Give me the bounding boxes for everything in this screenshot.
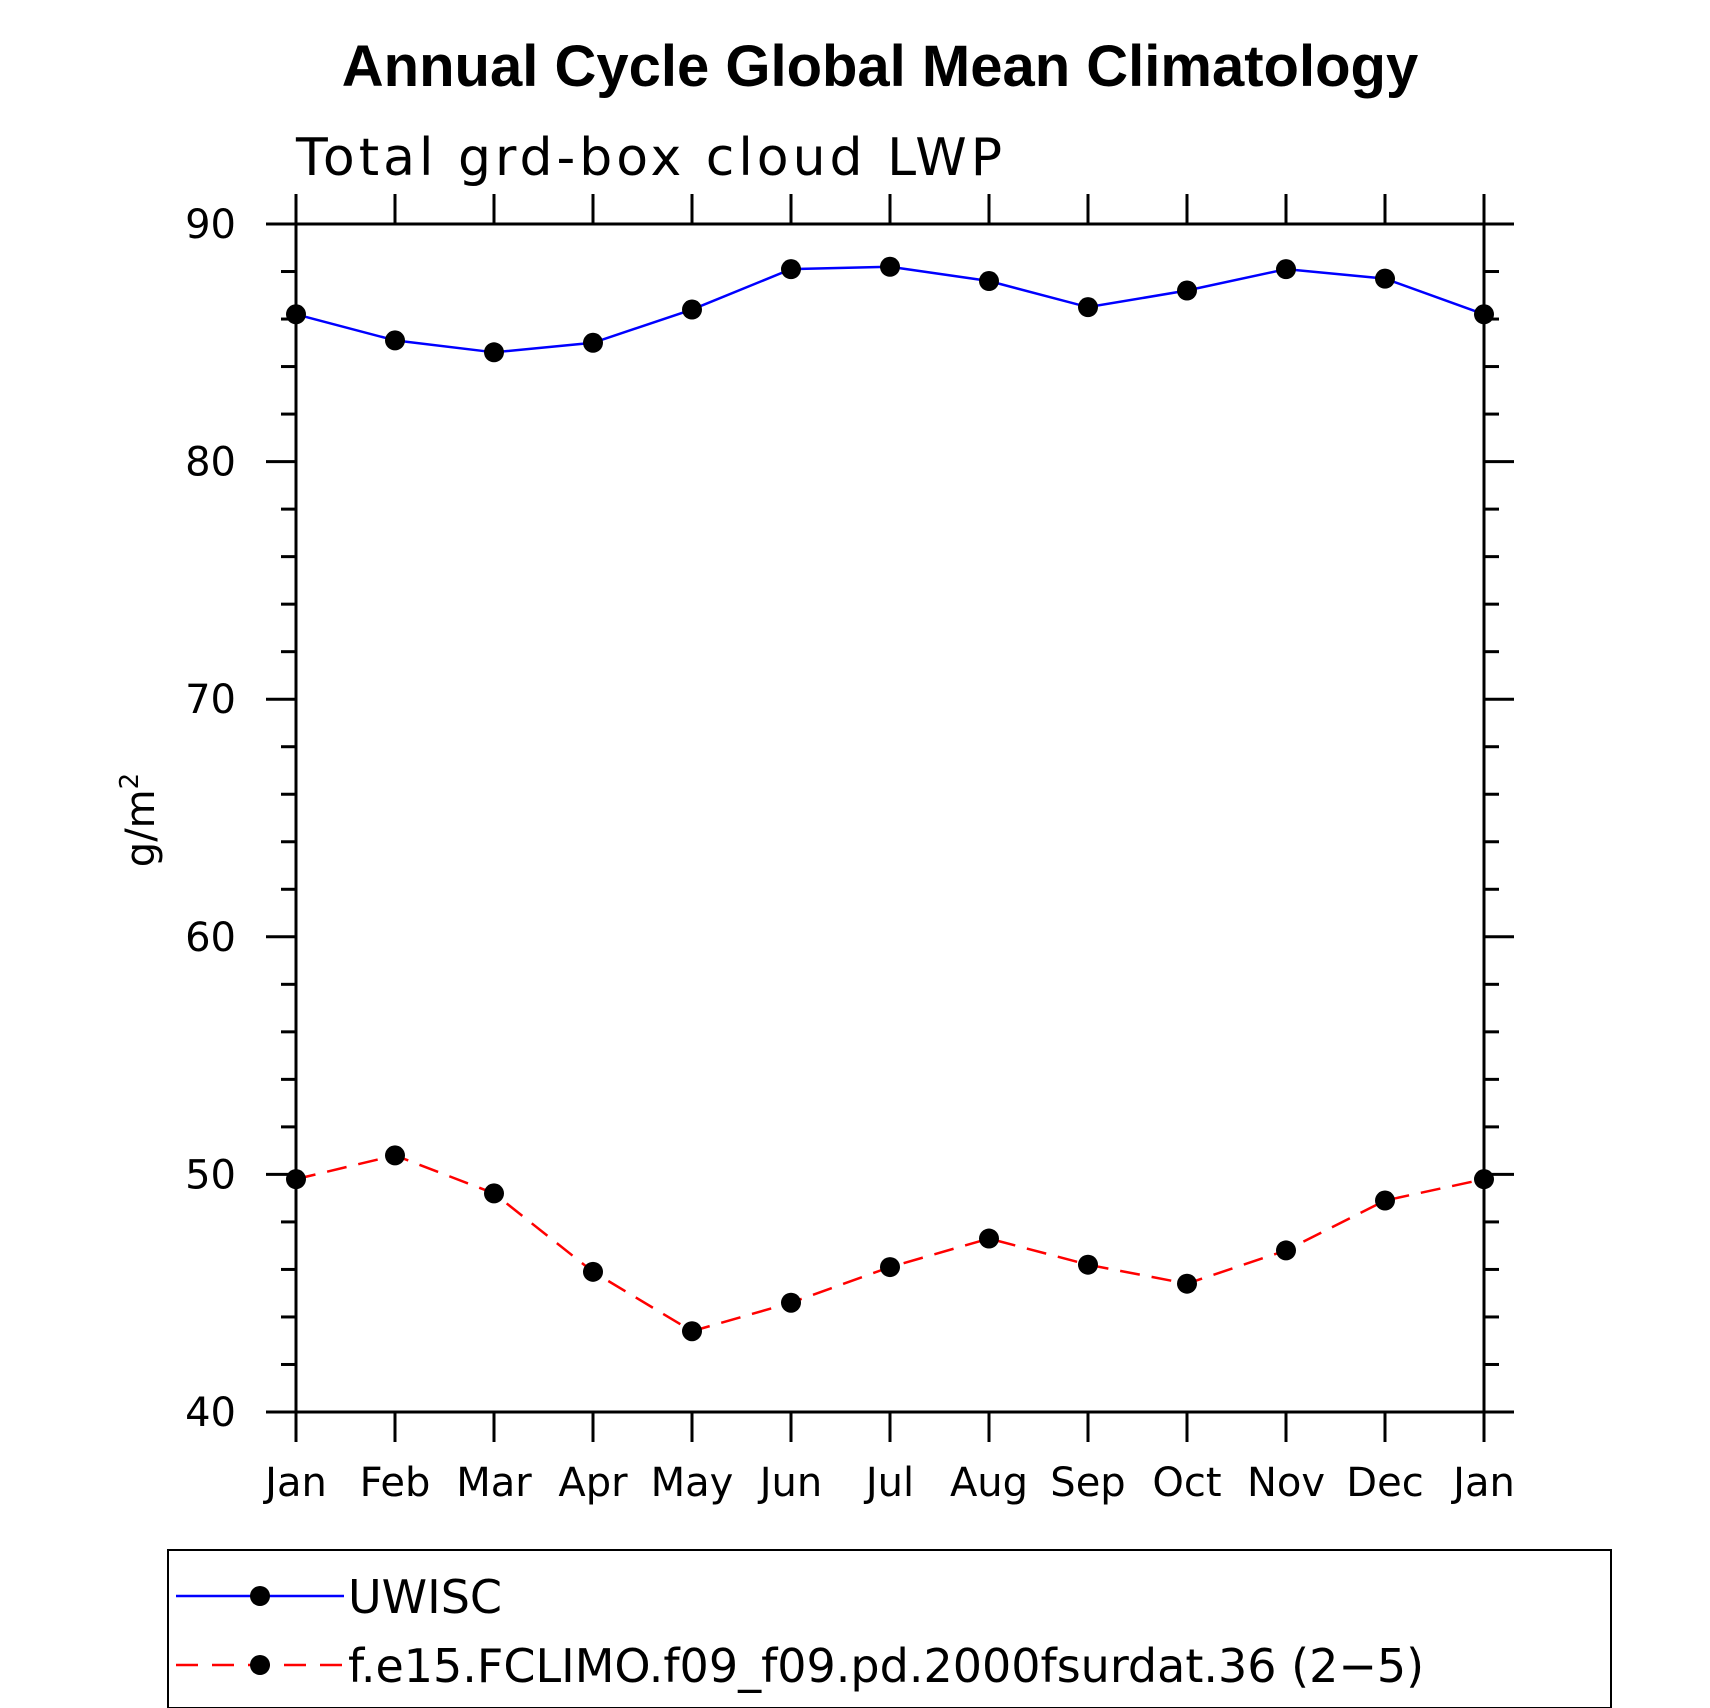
- chart-subtitle: Total grd-box cloud LWP: [295, 128, 1006, 188]
- series-2-point: [1276, 1240, 1296, 1261]
- series-1-point: [1474, 304, 1494, 325]
- series-2-point: [979, 1228, 999, 1249]
- series-1-point: [880, 256, 900, 277]
- series-2-point: [385, 1145, 405, 1166]
- y-tick-label: 40: [185, 1390, 236, 1436]
- y-tick-label: 80: [185, 440, 236, 486]
- x-tick-label: Jan: [1450, 1460, 1515, 1506]
- plot-frame: [294, 222, 1486, 1414]
- series-1-point: [1276, 259, 1296, 280]
- series-1-point: [979, 271, 999, 292]
- x-tick-label: Feb: [360, 1460, 431, 1506]
- legend-label-1: UWISC: [348, 1570, 502, 1624]
- series-2-point: [583, 1261, 603, 1282]
- y-tick-label: 90: [185, 202, 236, 248]
- series-line-2: [295, 1154, 1485, 1333]
- y-tick-label: 50: [185, 1152, 236, 1198]
- series-2-point: [1078, 1254, 1098, 1275]
- x-tick-label: May: [651, 1460, 734, 1506]
- legend-box: [167, 1549, 1612, 1708]
- series-1-point: [1177, 280, 1197, 301]
- y-tick-label: 70: [185, 677, 236, 723]
- series-1-point: [781, 259, 801, 280]
- series-1-point: [1375, 268, 1395, 289]
- y-axis-label-text: g/m: [118, 789, 164, 867]
- legend-marker-2: [250, 1655, 270, 1675]
- x-tick-label: Dec: [1346, 1460, 1423, 1506]
- x-tick-label: Sep: [1050, 1460, 1125, 1506]
- series-2-point: [880, 1257, 900, 1278]
- series-2-point: [484, 1183, 504, 1204]
- series-1-point: [286, 304, 306, 325]
- x-tick-label: Nov: [1247, 1460, 1325, 1506]
- svg-text:g/m2: g/m2: [115, 773, 164, 867]
- series-2-point: [781, 1292, 801, 1313]
- legend-marker-1: [250, 1586, 270, 1606]
- y-tick-label: 60: [185, 915, 236, 961]
- plot-series: [286, 256, 1494, 1342]
- series-2-point: [1375, 1190, 1395, 1211]
- series-1-point: [682, 299, 702, 320]
- y-axis-label: g/m2: [115, 773, 164, 867]
- x-tick-label: Apr: [558, 1460, 628, 1506]
- series-2-point: [286, 1169, 306, 1190]
- x-tick-label: Jul: [863, 1460, 914, 1506]
- series-1-point: [385, 330, 405, 351]
- x-tick-label: Jan: [262, 1460, 327, 1506]
- series-1-point: [484, 342, 504, 363]
- x-tick-label: Jun: [757, 1460, 823, 1506]
- series-2-point: [1474, 1169, 1494, 1190]
- series-line-1: [295, 265, 1485, 354]
- legend: UWISC f.e15.FCLIMO.f09_f09.pd.2000fsurdat…: [176, 1570, 1424, 1693]
- series-1-point: [583, 332, 603, 353]
- axes: 40 50 60 70 80 90 Jan Feb Mar Apr May Jun Jul Aug Sep O…: [185, 194, 1515, 1506]
- series-2-point: [682, 1321, 702, 1342]
- legend-label-2: f.e15.FCLIMO.f09_f09.pd.2000fsurdat.36 (…: [348, 1639, 1424, 1693]
- series-2-point: [1177, 1273, 1197, 1294]
- x-tick-label: Oct: [1152, 1460, 1221, 1506]
- x-tick-label: Aug: [950, 1460, 1028, 1506]
- chart-title: Annual Cycle Global Mean Climatology: [342, 34, 1418, 99]
- x-tick-label: Mar: [456, 1460, 532, 1506]
- y-axis-label-superscript: 2: [115, 773, 145, 790]
- series-1-point: [1078, 297, 1098, 318]
